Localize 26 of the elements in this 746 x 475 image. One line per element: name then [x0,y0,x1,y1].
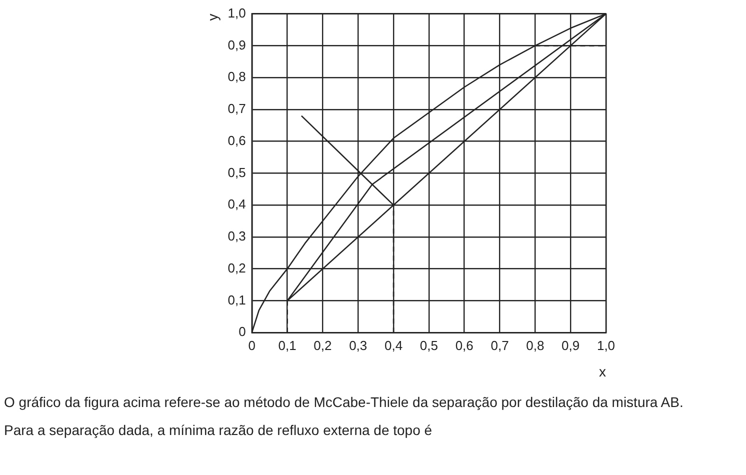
y-tick-label: 0 [238,324,246,340]
y-tick-label: 0,4 [228,196,246,212]
y-tick-label: 0,6 [228,132,246,148]
y-tick-label: 0,8 [228,69,246,84]
x-tick-label: 0,8 [526,338,544,353]
x-tick-label: 0,1 [278,338,296,353]
x-tick-label: 0,3 [349,338,368,353]
y-tick-label: 0,7 [228,101,246,116]
y-tick-label: 0,9 [228,37,246,52]
x-tick-label: 0,6 [455,338,474,353]
y-tick-label: 0,2 [228,260,246,276]
text: O gráfico da figura acima refere-se ao método de McCabe-Thiele da separação por destilação da mistura AB. [4,394,684,412]
text: Para a separação dada, a mínima razão de refluxo externa de topo é [4,422,434,440]
x-tick-label: 0,7 [490,338,509,353]
x-tick-label: 1,0 [596,338,616,353]
x-tick-label: 0,4 [384,338,403,353]
x-tick-label: 0 [248,338,256,353]
y-tick-label: 0,1 [228,292,246,308]
y-axis-title: y [204,14,220,21]
x-tick-label: 0,5 [420,338,438,353]
y-tick-label: 1,0 [228,5,246,20]
x-axis-title: x [599,363,606,380]
y-tick-label: 0,5 [228,164,246,180]
x-tick-label: 0,2 [314,338,332,353]
y-tick-label: 0,3 [228,228,246,244]
x-tick-label: 0,9 [562,338,580,353]
